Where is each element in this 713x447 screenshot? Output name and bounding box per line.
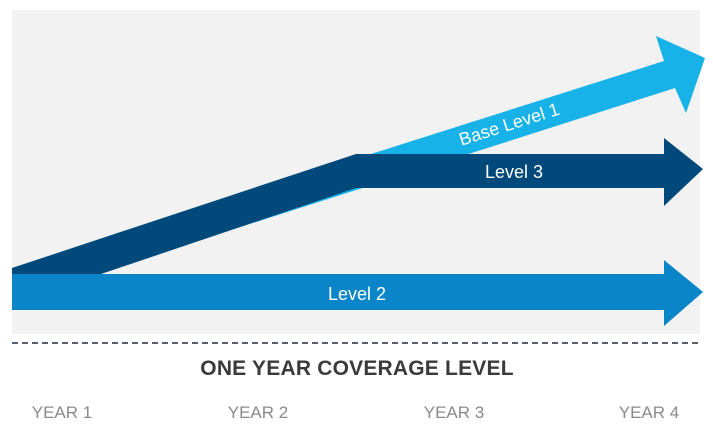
year-label: YEAR 2: [228, 403, 288, 422]
year-label: YEAR 3: [424, 403, 484, 422]
level-3-label: Level 3: [485, 162, 543, 182]
level-2-arrow: [12, 260, 703, 326]
section-title: ONE YEAR COVERAGE LEVEL: [200, 357, 513, 380]
year-label: YEAR 4: [619, 403, 679, 422]
level-3-arrow: [12, 138, 703, 304]
level-2-label: Level 2: [328, 284, 386, 304]
year-label: YEAR 1: [32, 403, 92, 422]
